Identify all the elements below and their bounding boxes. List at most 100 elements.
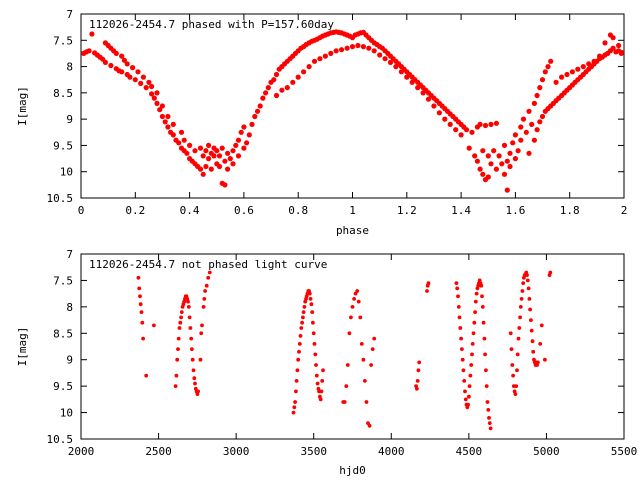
data-point — [518, 315, 522, 320]
data-point — [273, 92, 280, 99]
data-point — [179, 310, 184, 314]
data-point — [349, 315, 353, 320]
data-point — [143, 85, 149, 91]
data-point — [515, 352, 520, 357]
data-point — [290, 79, 296, 85]
data-point — [358, 315, 363, 320]
data-point — [225, 150, 231, 156]
data-point — [201, 305, 206, 309]
data-point — [89, 31, 95, 37]
data-point — [230, 148, 236, 154]
data-point — [170, 121, 176, 127]
data-point — [545, 64, 551, 70]
data-point — [480, 294, 484, 299]
data-point — [295, 74, 301, 80]
data-point — [415, 379, 420, 383]
data-point — [553, 79, 559, 85]
data-point — [518, 124, 524, 130]
data-point — [309, 302, 314, 307]
data-point — [254, 108, 261, 114]
data-point — [296, 357, 301, 362]
data-point — [321, 368, 325, 373]
data-point — [510, 140, 516, 146]
data-point — [425, 289, 429, 293]
data-point — [177, 326, 182, 330]
data-point — [187, 315, 192, 320]
y-axis-label: I[mag] — [16, 86, 29, 126]
data-point — [159, 103, 165, 109]
y-tick-label: 10.5 — [47, 192, 74, 205]
data-point — [307, 291, 312, 296]
y-tick-label: 9 — [66, 354, 73, 367]
data-point — [154, 90, 160, 96]
data-point — [295, 368, 300, 373]
data-point — [463, 127, 470, 133]
data-point — [525, 278, 530, 283]
data-point — [480, 171, 486, 177]
data-point — [347, 331, 352, 336]
data-point — [537, 119, 543, 125]
data-point — [458, 326, 463, 330]
x-axis-label: phase — [336, 224, 369, 237]
data-point — [119, 53, 125, 59]
data-point — [135, 69, 141, 75]
data-point — [493, 120, 499, 126]
data-point — [480, 305, 485, 309]
data-point — [181, 137, 187, 143]
data-point — [548, 58, 554, 64]
data-point — [203, 163, 209, 170]
data-point — [333, 48, 339, 54]
data-point — [162, 119, 168, 125]
data-point — [456, 294, 460, 299]
data-point — [311, 331, 316, 336]
y-tick-label: 7.5 — [53, 34, 73, 47]
data-point — [477, 166, 483, 172]
data-point — [238, 129, 244, 135]
data-point — [473, 299, 478, 304]
data-point — [518, 305, 523, 309]
data-point — [294, 379, 299, 383]
y-tick-label: 8 — [66, 61, 73, 74]
x-tick-label: 5000 — [533, 445, 560, 458]
data-point — [293, 400, 297, 404]
data-point — [534, 92, 540, 99]
data-point — [525, 273, 529, 277]
data-point — [165, 124, 171, 130]
data-point — [539, 77, 546, 83]
data-point — [472, 320, 477, 325]
data-point — [530, 339, 535, 344]
data-point — [263, 90, 269, 96]
x-axis-label: hjd0 — [339, 464, 366, 477]
data-point — [176, 336, 181, 341]
data-point — [200, 323, 204, 328]
data-point — [273, 71, 280, 78]
data-point — [370, 347, 375, 351]
data-point — [328, 50, 334, 57]
data-point — [193, 381, 197, 386]
data-point — [113, 50, 119, 57]
data-point — [349, 44, 356, 50]
data-point — [431, 103, 437, 109]
data-point — [311, 320, 315, 325]
data-point — [531, 349, 536, 354]
data-point — [468, 373, 473, 378]
data-point — [141, 336, 146, 341]
data-point — [301, 69, 307, 75]
data-point — [144, 373, 149, 378]
data-point — [200, 171, 206, 177]
data-point — [151, 95, 157, 101]
data-point — [482, 336, 487, 341]
data-point — [514, 384, 519, 388]
data-point — [462, 379, 467, 383]
data-point — [318, 397, 323, 402]
data-point — [442, 116, 448, 122]
y-tick-label: 8.5 — [53, 327, 73, 340]
data-point — [119, 69, 125, 75]
data-point — [301, 310, 306, 314]
data-point — [319, 389, 324, 394]
data-point — [317, 56, 323, 62]
data-point — [175, 357, 180, 362]
data-point — [279, 87, 285, 93]
data-point — [363, 379, 367, 383]
